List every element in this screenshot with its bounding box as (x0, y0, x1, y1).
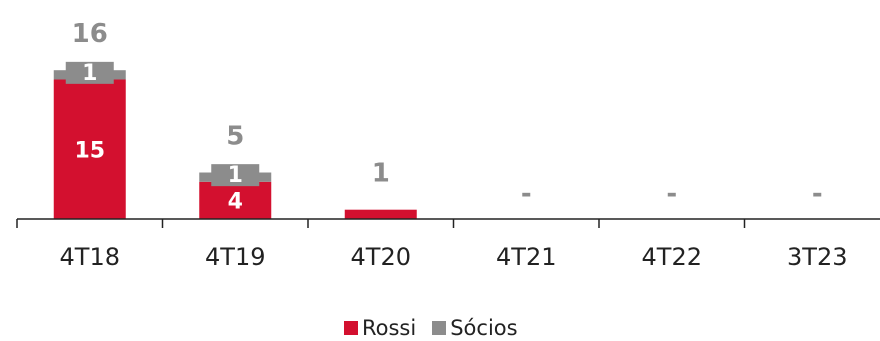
x-tick-label-4t22: 4T22 (642, 243, 702, 271)
total-label-4t22: - (666, 179, 677, 209)
x-axis: 4T18 4T19 4T20 4T21 4T22 3T23 (16, 218, 880, 271)
x-tick-label-3t23: 3T23 (787, 243, 847, 271)
legend: Rossi Sócios (344, 316, 534, 340)
data-label-rossi-4t19: 4 (228, 189, 243, 214)
legend-item-socios: Sócios (432, 316, 518, 340)
total-label-4t20: 1 (372, 159, 390, 189)
legend-swatch-socios (432, 321, 447, 335)
data-label-socios-4t18: 1 (82, 61, 97, 86)
total-label-3t23: - (812, 179, 823, 209)
total-label-4t19: 5 (226, 122, 244, 152)
bar-rossi-4t20 (344, 209, 417, 219)
bar-rossi-4t18 (53, 79, 126, 219)
x-tick-label-4t21: 4T21 (496, 243, 556, 271)
bar-rossi-4t19 (199, 181, 272, 219)
total-label-4t21: - (521, 179, 532, 209)
legend-item-rossi: Rossi (344, 316, 416, 340)
data-label-rossi-4t18: 15 (74, 138, 105, 163)
x-tick-label-4t20: 4T20 (351, 243, 411, 271)
data-label-box-socios-4t19 (211, 164, 260, 187)
legend-label-rossi: Rossi (362, 316, 417, 340)
legend-swatch-rossi (344, 321, 358, 335)
data-label-socios-4t19: 1 (228, 163, 243, 188)
data-label-box-socios-4t18 (65, 61, 114, 84)
legend-label-socios: Sócios (450, 316, 518, 340)
x-tick-label-4t19: 4T19 (205, 243, 265, 271)
total-label-4t18: 16 (72, 19, 108, 49)
x-tick-label-4t18: 4T18 (60, 243, 120, 271)
